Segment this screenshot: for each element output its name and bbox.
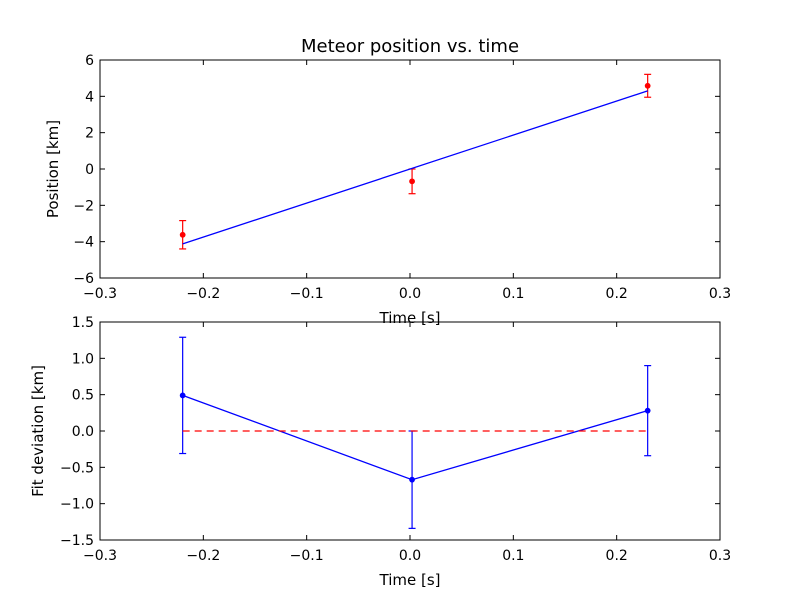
deviation-y-tick-label: 0.5 xyxy=(72,388,94,404)
position-x-tick-label: 0.1 xyxy=(502,286,524,302)
position-x-tick-label: −0.3 xyxy=(83,286,117,302)
deviation-y-axis-label: Fit deviation [km] xyxy=(29,365,47,497)
position-y-tick-label: 4 xyxy=(85,89,94,105)
deviation-data-point xyxy=(179,392,186,399)
position-data-point xyxy=(644,82,651,89)
deviation-x-tick-label: 0.2 xyxy=(606,548,628,564)
position-data-point xyxy=(409,178,415,185)
deviation-x-tick-label: −0.3 xyxy=(83,548,117,564)
deviation-ticks: −0.3 −0.2 −0.1 0.0 0.1 0.2 0.3 −1.5 −1.0 −0.5 0.0 0… xyxy=(60,315,731,564)
deviation-x-tick-label: 0.1 xyxy=(502,548,524,564)
deviation-y-tick-label: 1.0 xyxy=(72,351,94,367)
deviation-y-tick-label: 0.0 xyxy=(72,424,94,440)
position-data-point xyxy=(179,231,186,238)
position-y-tick-label: −4 xyxy=(73,235,94,251)
deviation-y-tick-label: −0.5 xyxy=(60,460,94,476)
deviation-x-axis-label: Time [s] xyxy=(379,571,441,589)
deviation-x-tick-label: −0.2 xyxy=(186,548,220,564)
deviation-x-tick-label: 0.0 xyxy=(399,548,421,564)
position-y-tick-label: 6 xyxy=(85,53,94,69)
deviation-y-tick-label: 1.5 xyxy=(72,315,94,331)
position-x-tick-label: 0.0 xyxy=(399,286,421,302)
deviation-y-tick-label: −1.5 xyxy=(60,533,94,549)
position-panel: Meteor position vs. time −0.3 −0.2 −0.1 0.0… xyxy=(44,36,731,327)
position-y-tick-label: −2 xyxy=(73,198,94,214)
position-x-tick-label: −0.1 xyxy=(290,286,324,302)
deviation-x-tick-label: −0.1 xyxy=(290,548,324,564)
position-ticks: −0.3 −0.2 −0.1 0.0 0.1 0.2 0.3 −6 −4 −2 0 2 4 6 xyxy=(73,53,731,302)
position-fit-line xyxy=(182,90,648,245)
deviation-x-tick-label: 0.3 xyxy=(709,548,731,564)
deviation-panel: −0.3 −0.2 −0.1 0.0 0.1 0.2 0.3 −1.5 −1.0 −0.5 0.0 0… xyxy=(29,315,731,589)
position-y-tick-label: 2 xyxy=(85,126,94,142)
deviation-data-point xyxy=(644,407,651,414)
position-y-tick-label: 0 xyxy=(85,162,94,178)
position-y-tick-label: −6 xyxy=(73,271,94,287)
position-marks xyxy=(179,73,652,250)
position-x-tick-label: 0.3 xyxy=(709,286,731,302)
deviation-y-tick-label: −1.0 xyxy=(60,497,94,513)
deviation-marks xyxy=(179,336,652,529)
position-chart-title: Meteor position vs. time xyxy=(301,36,519,57)
deviation-data-point xyxy=(409,476,415,483)
position-x-tick-label: −0.2 xyxy=(186,286,220,302)
position-y-axis-label: Position [km] xyxy=(44,120,62,218)
position-x-tick-label: 0.2 xyxy=(606,286,628,302)
